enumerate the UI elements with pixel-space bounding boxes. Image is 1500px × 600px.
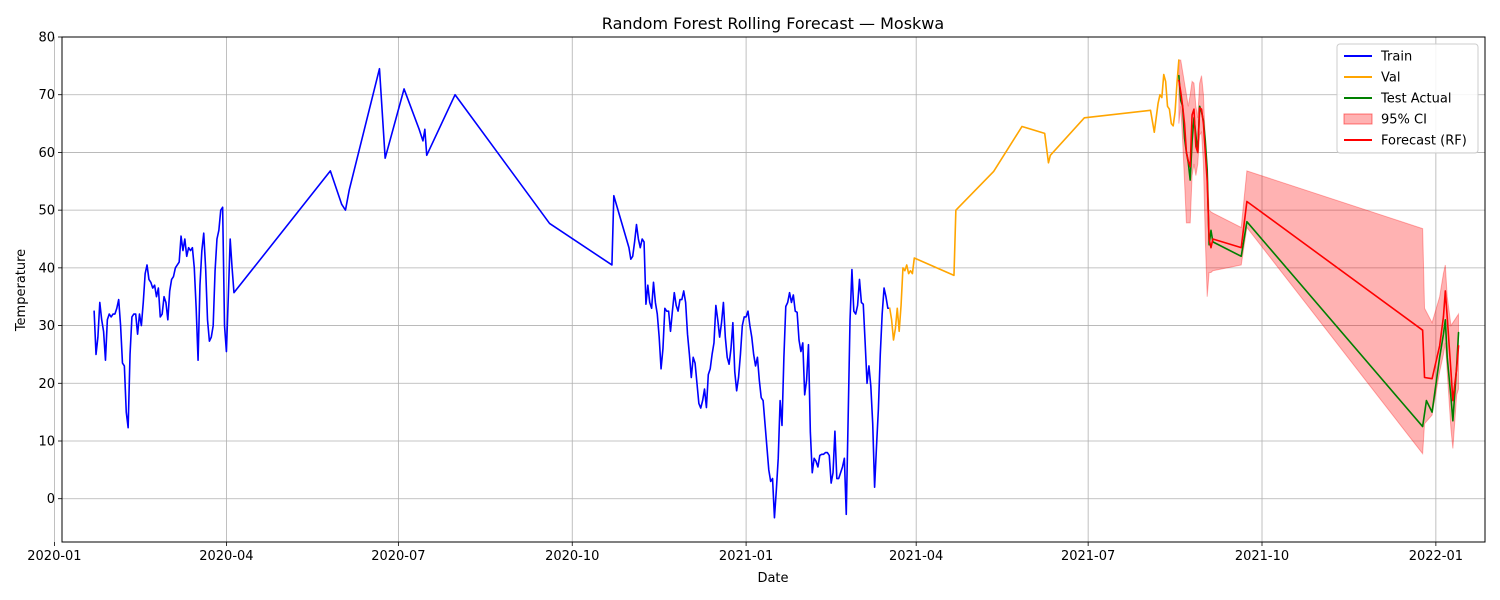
x-tick-label: 2021-07 [1061, 549, 1115, 564]
legend-swatch-95-ci [1343, 113, 1373, 125]
legend: Train Val Test Actual 95% CI Forecast (RF) [1336, 43, 1479, 154]
legend-box [1336, 43, 1479, 154]
series-line-train [93, 67, 891, 519]
confidence-band-layer [1178, 59, 1460, 456]
x-axis-label: Date [757, 571, 788, 586]
legend-label-forecast-rf: Forecast (RF) [1381, 134, 1467, 149]
y-tick-label: 70 [38, 88, 55, 103]
y-tick-label: 30 [38, 319, 55, 334]
confidence-band-95 [1178, 59, 1460, 456]
y-tick-label: 10 [38, 435, 55, 450]
y-tick-label: 20 [38, 377, 55, 392]
series-layer [93, 59, 1460, 519]
legend-label-val: Val [1381, 71, 1400, 86]
series-line-val [888, 59, 1180, 341]
x-tick-label: 2021-10 [1235, 549, 1289, 564]
x-axis: 2020-01 2020-04 2020-07 2020-10 2021-01 2021-… [27, 542, 1463, 564]
chart-title: Random Forest Rolling Forecast — Moskwa [602, 14, 944, 33]
x-tick-label: 2021-04 [889, 549, 943, 564]
y-axis: 0 10 20 30 40 50 60 70 80 [38, 31, 62, 507]
legend-label-test-actual: Test Actual [1380, 92, 1451, 107]
y-tick-label: 80 [38, 31, 55, 46]
legend-label-95-ci: 95% CI [1381, 113, 1427, 128]
y-tick-label: 40 [38, 261, 55, 276]
x-tick-label: 2020-04 [199, 549, 253, 564]
x-tick-label: 2020-07 [371, 549, 425, 564]
y-axis-label: Temperature [14, 249, 29, 332]
x-tick-label: 2021-01 [719, 549, 773, 564]
y-tick-label: 0 [47, 492, 55, 507]
plot-frame [61, 36, 1486, 543]
x-tick-label: 2020-10 [545, 549, 599, 564]
x-tick-label: 2022-01 [1409, 549, 1463, 564]
legend-label-train: Train [1380, 50, 1412, 65]
y-tick-label: 60 [38, 146, 55, 161]
x-tick-label: 2020-01 [27, 549, 81, 564]
series-line-forecast-rf [1178, 79, 1460, 402]
y-tick-label: 50 [38, 204, 55, 219]
